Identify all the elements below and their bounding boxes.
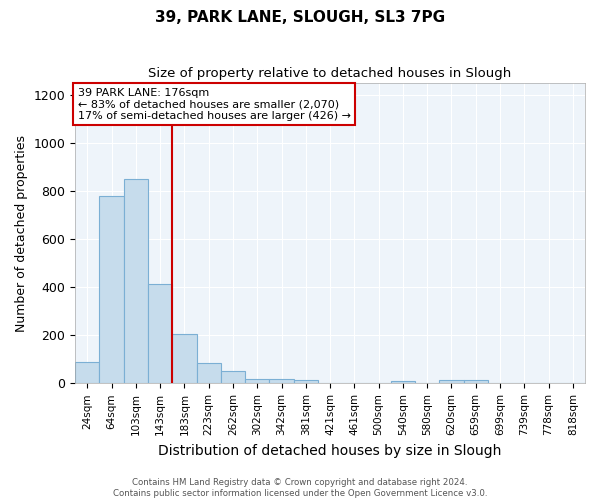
Bar — [293, 380, 318, 384]
Bar — [221, 371, 245, 384]
Bar — [124, 179, 148, 384]
Bar — [342, 382, 367, 384]
Title: Size of property relative to detached houses in Slough: Size of property relative to detached ho… — [148, 68, 512, 80]
Bar — [318, 382, 342, 384]
Text: Contains HM Land Registry data © Crown copyright and database right 2024.
Contai: Contains HM Land Registry data © Crown c… — [113, 478, 487, 498]
Bar — [464, 380, 488, 384]
Bar — [269, 379, 293, 384]
X-axis label: Distribution of detached houses by size in Slough: Distribution of detached houses by size … — [158, 444, 502, 458]
Bar — [439, 380, 464, 384]
Bar — [391, 381, 415, 384]
Text: 39 PARK LANE: 176sqm
← 83% of detached houses are smaller (2,070)
17% of semi-de: 39 PARK LANE: 176sqm ← 83% of detached h… — [78, 88, 351, 121]
Bar — [197, 363, 221, 384]
Text: 39, PARK LANE, SLOUGH, SL3 7PG: 39, PARK LANE, SLOUGH, SL3 7PG — [155, 10, 445, 25]
Bar — [245, 378, 269, 384]
Bar — [148, 284, 172, 384]
Bar — [100, 196, 124, 384]
Bar — [75, 362, 100, 384]
Y-axis label: Number of detached properties: Number of detached properties — [15, 134, 28, 332]
Bar — [172, 334, 197, 384]
